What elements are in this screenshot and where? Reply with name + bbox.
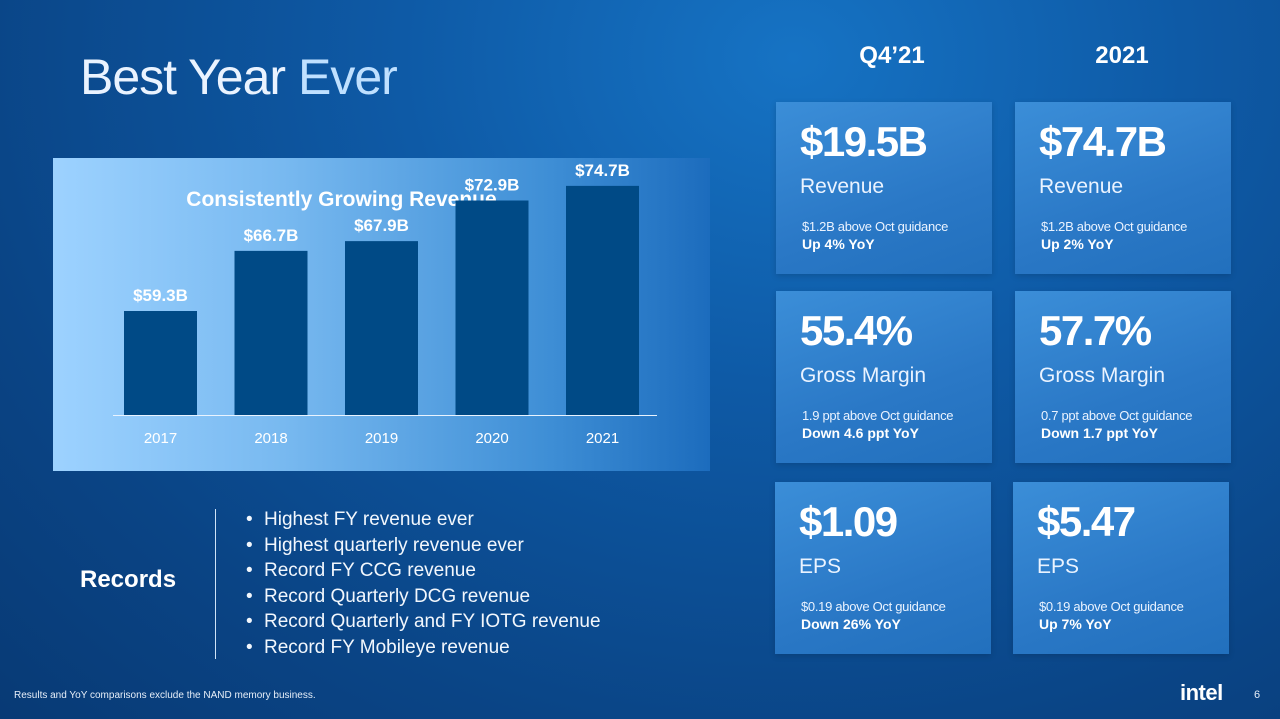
data-label-2020: $72.9B	[465, 176, 520, 195]
kpi-metric: EPS	[799, 555, 842, 578]
kpi-metric: Revenue	[1039, 175, 1124, 198]
records-item: Record Quarterly and FY IOTG revenue	[246, 609, 601, 635]
intel-logo: intel	[1180, 680, 1223, 705]
kpi-note: 1.9 ppt above Oct guidance	[802, 408, 954, 423]
kpi-metric: EPS	[1037, 555, 1080, 578]
bar-2017	[124, 311, 197, 415]
kpi-note: $1.2B above Oct guidance	[802, 219, 949, 234]
bar-2021	[566, 185, 639, 415]
data-label-2019: $67.9B	[354, 216, 409, 235]
kpi-metric: Gross Margin	[1039, 364, 1166, 387]
footnote: Results and YoY comparisons exclude the …	[14, 690, 316, 701]
page-title: Best Year Ever	[80, 48, 398, 106]
records-item: Highest quarterly revenue ever	[246, 533, 601, 559]
records-divider	[215, 509, 216, 659]
kpi-card-q4-revenue: $19.5B Revenue $1.2B above Oct guidance …	[776, 102, 992, 274]
title-highlight: Ever	[297, 49, 398, 105]
data-label-2021: $74.7B	[575, 161, 630, 180]
kpi-change: Up 7% YoY	[1039, 616, 1112, 632]
kpi-metric: Gross Margin	[800, 364, 927, 387]
kpi-card-fy-gross-margin: 57.7% Gross Margin 0.7 ppt above Oct gui…	[1015, 291, 1231, 463]
column-header-q4: Q4’21	[859, 42, 925, 69]
x-tick-2019: 2019	[365, 430, 398, 447]
x-tick-2021: 2021	[586, 430, 619, 447]
data-label-2017: $59.3B	[133, 286, 188, 305]
kpi-note: $0.19 above Oct guidance	[1039, 599, 1184, 614]
kpi-note: $1.2B above Oct guidance	[1041, 219, 1188, 234]
records-item: Record FY CCG revenue	[246, 558, 601, 584]
kpi-value: $19.5B	[800, 118, 928, 165]
page-number: 6	[1254, 689, 1261, 701]
chart-title: Consistently Growing Revenue	[186, 188, 497, 211]
title-main: Best Year	[80, 49, 298, 105]
x-tick-2018: 2018	[254, 430, 287, 447]
kpi-value: 55.4%	[800, 307, 913, 354]
records-item: Record Quarterly DCG revenue	[246, 584, 601, 610]
kpi-note: $0.19 above Oct guidance	[801, 599, 946, 614]
revenue-bar-chart: $59.3B 2017 $66.7B 2018 $67.9B 2019 $72.9B 2020…	[113, 161, 657, 447]
kpi-value: $74.7B	[1039, 118, 1167, 165]
kpi-value: 57.7%	[1039, 307, 1152, 354]
kpi-card-fy-revenue: $74.7B Revenue $1.2B above Oct guidance …	[1015, 102, 1231, 274]
kpi-card-q4-gross-margin: 55.4% Gross Margin 1.9 ppt above Oct gui…	[776, 291, 992, 463]
records-label: Records	[80, 566, 177, 593]
kpi-change: Down 4.6 ppt YoY	[802, 425, 919, 441]
data-label-2018: $66.7B	[244, 226, 299, 245]
records-item: Highest FY revenue ever	[246, 507, 601, 533]
bar-2019	[345, 241, 418, 415]
bar-2018	[234, 250, 308, 415]
kpi-note: 0.7 ppt above Oct guidance	[1041, 408, 1193, 423]
records-list: Highest FY revenue ever Highest quarterl…	[246, 507, 601, 661]
kpi-change: Down 26% YoY	[801, 616, 901, 632]
revenue-chart-panel: Consistently Growing Revenue $59.3B 2017 $…	[53, 158, 710, 471]
kpi-change: Up 4% YoY	[802, 236, 875, 252]
kpi-value: $5.47	[1037, 498, 1136, 545]
bar-2020	[455, 200, 529, 415]
x-tick-2017: 2017	[144, 430, 177, 447]
column-header-fy: 2021	[1095, 42, 1149, 69]
kpi-metric: Revenue	[800, 175, 885, 198]
kpi-card-fy-eps: $5.47 EPS $0.19 above Oct guidance Up 7%…	[1013, 482, 1229, 654]
x-tick-2020: 2020	[475, 430, 508, 447]
kpi-change: Down 1.7 ppt YoY	[1041, 425, 1158, 441]
records-item: Record FY Mobileye revenue	[246, 635, 601, 661]
kpi-card-q4-eps: $1.09 EPS $0.19 above Oct guidance Down …	[775, 482, 991, 654]
kpi-value: $1.09	[799, 498, 898, 545]
kpi-change: Up 2% YoY	[1041, 236, 1114, 252]
